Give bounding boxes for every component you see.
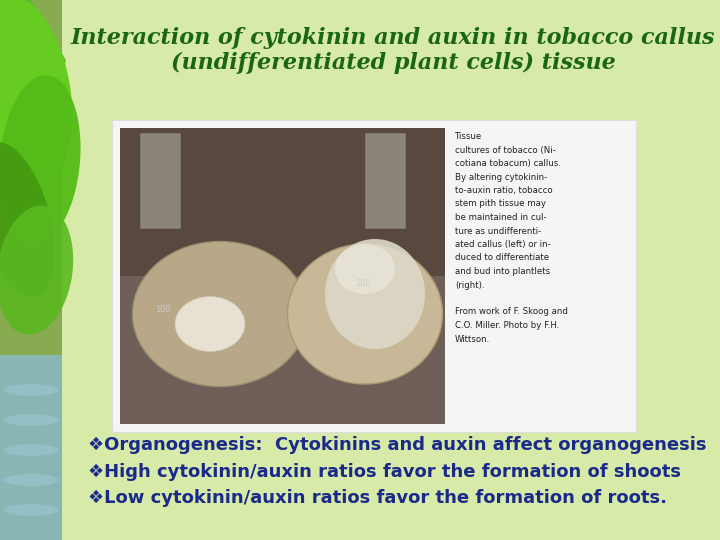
- Bar: [140, 133, 180, 228]
- Ellipse shape: [325, 239, 425, 349]
- Ellipse shape: [0, 142, 55, 298]
- Ellipse shape: [4, 384, 58, 396]
- Ellipse shape: [175, 296, 245, 352]
- Polygon shape: [0, 0, 65, 160]
- Text: duced to differentiate: duced to differentiate: [455, 253, 549, 262]
- Bar: [120, 128, 445, 276]
- Text: ture as undifferenti-: ture as undifferenti-: [455, 226, 541, 235]
- Bar: [112, 120, 636, 432]
- Text: C.O. Miller. Photo by F.H.: C.O. Miller. Photo by F.H.: [455, 321, 559, 330]
- Text: Interaction of cytokinin and auxin in tobacco callus: Interaction of cytokinin and auxin in to…: [71, 27, 715, 49]
- Text: Wittson.: Wittson.: [455, 334, 490, 343]
- Ellipse shape: [4, 414, 58, 426]
- Text: By altering cytokinin-: By altering cytokinin-: [455, 172, 547, 181]
- Text: (right).: (right).: [455, 280, 485, 289]
- Text: be maintained in cul-: be maintained in cul-: [455, 213, 546, 222]
- Text: Tissue: Tissue: [455, 132, 482, 141]
- Text: ❖Low cytokinin/auxin ratios favor the formation of roots.: ❖Low cytokinin/auxin ratios favor the fo…: [88, 489, 667, 507]
- Ellipse shape: [132, 241, 307, 387]
- Bar: [120, 128, 445, 424]
- Text: and bud into plantlets: and bud into plantlets: [455, 267, 550, 276]
- Ellipse shape: [0, 75, 81, 245]
- Text: ated callus (left) or in-: ated callus (left) or in-: [455, 240, 551, 249]
- Bar: [0, 355, 62, 540]
- Text: 100: 100: [155, 305, 171, 314]
- Text: cotiana tobacum) callus.: cotiana tobacum) callus.: [455, 159, 561, 168]
- Ellipse shape: [4, 444, 58, 456]
- Ellipse shape: [4, 474, 58, 486]
- Bar: [365, 133, 405, 228]
- Ellipse shape: [4, 504, 58, 516]
- Text: cultures of tobacco (Ni-: cultures of tobacco (Ni-: [455, 145, 556, 154]
- Text: (undifferentiated plant cells) tissue: (undifferentiated plant cells) tissue: [171, 52, 616, 74]
- Ellipse shape: [0, 205, 73, 335]
- Text: stem pith tissue may: stem pith tissue may: [455, 199, 546, 208]
- Text: ❖High cytokinin/auxin ratios favor the formation of shoots: ❖High cytokinin/auxin ratios favor the f…: [88, 463, 681, 481]
- Ellipse shape: [0, 0, 72, 184]
- Text: From work of F. Skoog and: From work of F. Skoog and: [455, 307, 568, 316]
- Ellipse shape: [287, 244, 443, 384]
- Bar: [0, 0, 62, 540]
- Text: 100: 100: [355, 280, 371, 288]
- Text: ❖Organogenesis:  Cytokinins and auxin affect organogenesis: ❖Organogenesis: Cytokinins and auxin aff…: [88, 436, 706, 454]
- Text: to-auxin ratio, tobacco: to-auxin ratio, tobacco: [455, 186, 553, 195]
- Ellipse shape: [335, 244, 395, 294]
